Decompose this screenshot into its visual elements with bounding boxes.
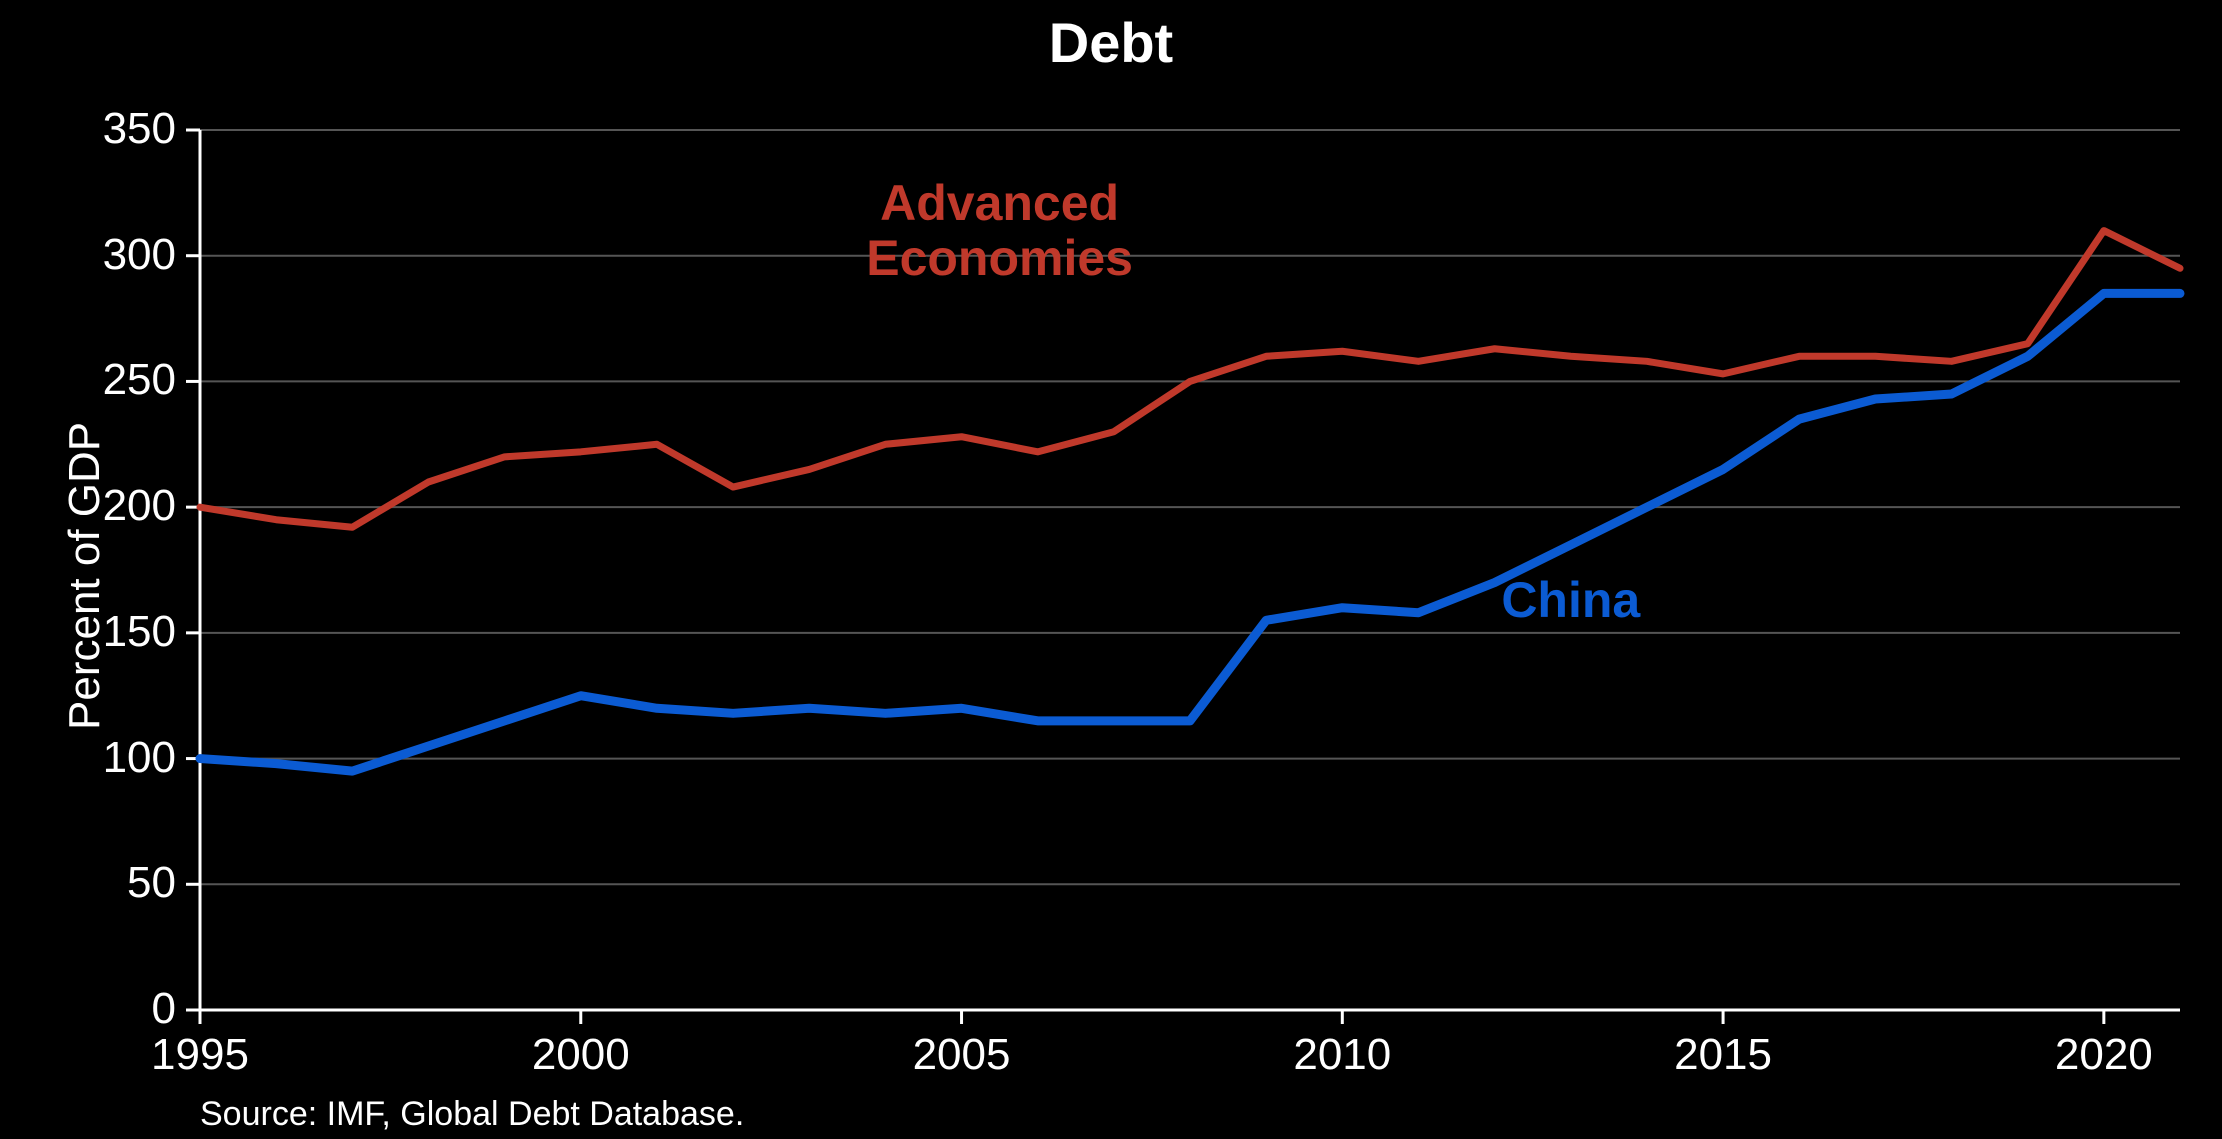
y-tick-label: 100 xyxy=(103,733,176,783)
y-tick-label: 250 xyxy=(103,355,176,405)
series-line xyxy=(200,231,2180,528)
y-tick-label: 300 xyxy=(103,230,176,280)
series-label-line: China xyxy=(1411,573,1731,628)
chart-plot-svg xyxy=(0,0,2222,1139)
y-axis-title: Percent of GDP xyxy=(60,422,110,730)
x-tick-label: 2000 xyxy=(526,1030,636,1080)
x-tick-label: 2010 xyxy=(1287,1030,1397,1080)
x-tick-label: 2015 xyxy=(1668,1030,1778,1080)
series-label: AdvancedEconomies xyxy=(840,176,1160,286)
y-tick-label: 0 xyxy=(152,984,176,1034)
series-label-line: Advanced xyxy=(840,176,1160,231)
series-label-line: Economies xyxy=(840,231,1160,286)
x-tick-label: 1995 xyxy=(145,1030,255,1080)
y-tick-label: 150 xyxy=(103,607,176,657)
debt-chart: Debt Percent of GDP 05010015020025030035… xyxy=(0,0,2222,1139)
x-tick-label: 2020 xyxy=(2049,1030,2159,1080)
series-label: China xyxy=(1411,573,1731,628)
y-tick-label: 350 xyxy=(103,104,176,154)
series-line xyxy=(200,293,2180,771)
y-tick-label: 50 xyxy=(127,858,176,908)
y-tick-label: 200 xyxy=(103,481,176,531)
source-text: Source: IMF, Global Debt Database. xyxy=(200,1095,744,1134)
x-tick-label: 2005 xyxy=(907,1030,1017,1080)
